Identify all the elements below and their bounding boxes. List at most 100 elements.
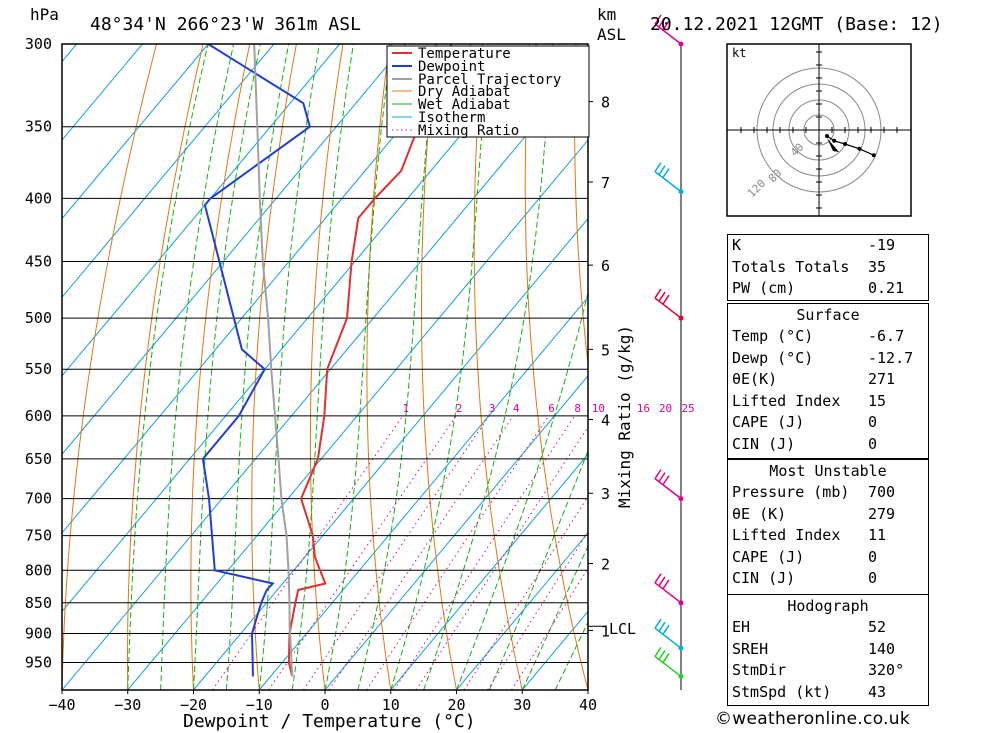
- mu-row: Lifted Index 11: [732, 526, 887, 544]
- legend-mixing-ratio: Mixing Ratio: [418, 123, 519, 139]
- wet-adiabat-line: [456, 290, 588, 690]
- x-tick-label: 0: [320, 696, 329, 714]
- wet-adiabat-line: [291, 44, 354, 690]
- dry-adiabat-line: [127, 44, 204, 690]
- dry-adiabat-line: [949, 44, 1000, 690]
- pressure-tick-label: 900: [25, 624, 52, 642]
- mixing-ratio-label: 3: [489, 402, 496, 415]
- wet-adiabat-line: [127, 44, 209, 690]
- wet-adiabat-line: [258, 44, 320, 690]
- dry-adiabat-line: [574, 44, 588, 369]
- km-tick-label: 5: [601, 341, 610, 359]
- location-title: 48°34'N 266°23'W 361m ASL: [90, 14, 361, 35]
- hodo-row: EH 52: [732, 618, 887, 636]
- isotherm-line: [324, 375, 588, 690]
- legend-dry-adiabat: Dry Adiabat: [418, 84, 511, 100]
- pressure-tick-label: 700: [25, 490, 52, 508]
- dry-adiabat-line: [309, 44, 344, 690]
- isotherm-line: [390, 453, 588, 690]
- surface-row: CIN (J) 0: [732, 434, 878, 453]
- wind-barb-flag: [662, 168, 670, 179]
- dry-adiabat-line: [996, 44, 1000, 690]
- surface-panel: Surface Temp (°C) -6.7 Dewp (°C) -12.7 θE(…: [727, 303, 929, 459]
- wind-barb-flag: [658, 472, 666, 483]
- isotherm-line: [127, 139, 588, 690]
- dry-adiabat-line: [524, 44, 588, 690]
- pressure-tick-label: 850: [25, 594, 52, 612]
- hodograph-point: [843, 142, 847, 146]
- isotherm-line: [62, 44, 143, 141]
- dry-adiabat-line: [623, 44, 720, 690]
- pressure-tick-label: 500: [25, 309, 52, 327]
- parcel-trajectory-line: [253, 44, 294, 677]
- mixing-ratio-line: [511, 567, 588, 690]
- x-tick-label: 10: [382, 696, 400, 714]
- hodo-row: StmDir 320°: [732, 661, 905, 679]
- legend-dewpoint: Dewpoint: [418, 59, 485, 75]
- isotherm-line: [193, 217, 588, 690]
- km-tick-label: 6: [601, 257, 610, 275]
- hodograph-point: [857, 146, 862, 151]
- isotherm-line: [62, 44, 406, 456]
- isotherm-line: [456, 532, 588, 690]
- wind-barb-flag: [654, 573, 662, 584]
- km-label: km: [597, 5, 616, 24]
- wind-barb-flag: [654, 646, 662, 657]
- mixing-ratio-label: 2: [456, 402, 463, 415]
- wet-adiabat-line: [357, 44, 437, 690]
- pressure-tick-label: 750: [25, 527, 52, 545]
- mixing-ratio-line: [393, 415, 576, 690]
- isotherm-line: [62, 44, 538, 613]
- most-unstable-panel: Most Unstable Pressure (mb) 700 θE (K) 279…: [727, 459, 929, 595]
- pressure-tick-label: 550: [25, 360, 52, 378]
- legend-wet-adiabat: Wet Adiabat: [418, 97, 511, 113]
- wind-barb-flag: [658, 291, 666, 302]
- hodo-row: SREH 140: [732, 639, 896, 658]
- wind-barb-staff: [654, 171, 682, 193]
- index-row-totals: Totals Totals 35: [732, 257, 887, 276]
- copyright-link[interactable]: ©weatheronline.co.uk: [715, 709, 911, 729]
- hodograph-point: [871, 153, 876, 158]
- wind-barb-flag: [662, 624, 670, 635]
- isotherm-line: [62, 44, 209, 220]
- isotherm-line: [62, 44, 341, 377]
- index-row-k: K -19: [732, 236, 896, 254]
- mixing-ratio-label: 16: [637, 402, 650, 415]
- km-tick-label: 2: [601, 556, 610, 574]
- wind-barb-flag: [658, 576, 666, 587]
- dry-adiabat-line: [366, 44, 392, 690]
- pressure-tick-label: 450: [25, 253, 52, 271]
- wet-adiabat-line: [521, 544, 588, 690]
- wind-barb-flag: [662, 475, 670, 486]
- wind-barb-flag: [654, 14, 662, 25]
- legend: Temperature Dewpoint Parcel Trajectory D…: [386, 45, 590, 139]
- indices-panel: K -19 Totals Totals 35 PW (cm) 0.21: [727, 234, 929, 301]
- wet-adiabat-line: [160, 44, 235, 690]
- lcl-label: LCL: [609, 620, 636, 638]
- x-tick-label: −30: [114, 696, 141, 714]
- pressure-tick-label: 650: [25, 450, 52, 468]
- wind-barb-flag: [662, 652, 670, 663]
- x-tick-label: 30: [513, 696, 531, 714]
- hodograph-stats-title: Hodograph: [787, 597, 869, 615]
- isotherm-line: [258, 296, 588, 690]
- legend-parcel: Parcel Trajectory: [418, 72, 561, 88]
- wind-barb-flag: [654, 288, 662, 299]
- mixing-ratio-line: [268, 415, 457, 690]
- mixing-ratio-label: 6: [548, 402, 555, 415]
- dry-adiabat-line: [190, 44, 251, 690]
- mixing-ratio-label: 10: [592, 402, 605, 415]
- wind-barb-staff: [654, 582, 682, 604]
- mixing-ratio-axis-label: Mixing Ratio (g/kg): [615, 325, 634, 508]
- wind-barb-flag: [654, 162, 662, 173]
- datetime-title: 20.12.2021 12GMT (Base: 12): [650, 14, 943, 35]
- wind-barb-flag: [662, 20, 670, 31]
- wind-barb-flag: [658, 165, 666, 176]
- wet-adiabat-line: [193, 44, 261, 690]
- x-tick-label: −40: [48, 696, 75, 714]
- legend-isotherm: Isotherm: [418, 110, 485, 126]
- x-tick-label: 20: [447, 696, 465, 714]
- wind-barb-staff: [654, 297, 682, 319]
- mixing-ratio-label: 25: [681, 402, 694, 415]
